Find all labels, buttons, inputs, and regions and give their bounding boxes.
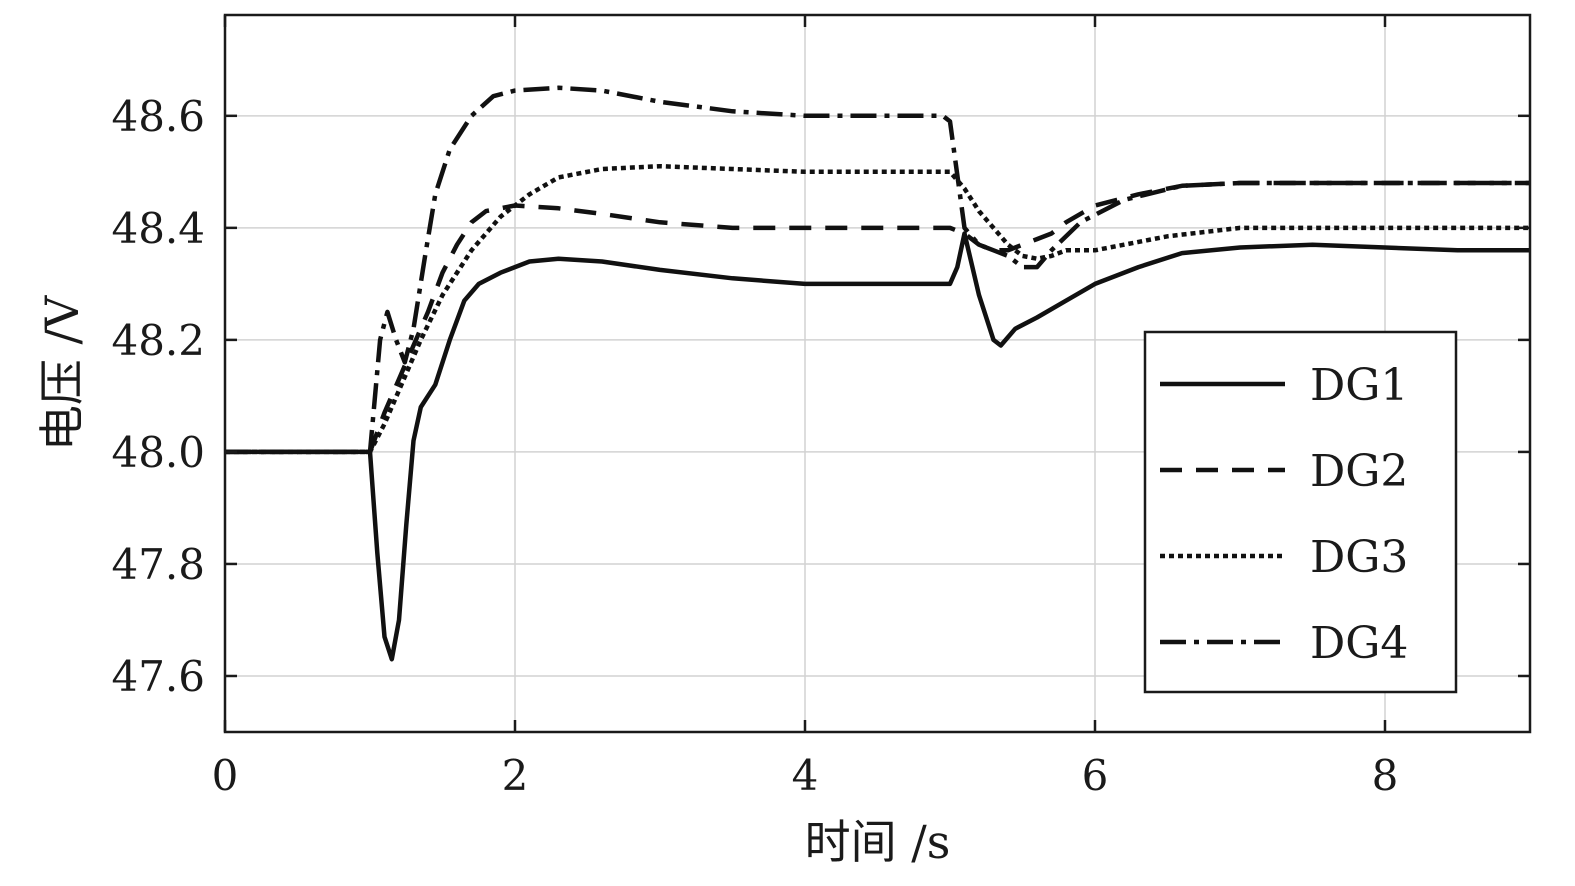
legend-label-dg1: DG1 <box>1310 360 1408 411</box>
plot-frame <box>223 13 1532 734</box>
series-line-dg2 <box>225 180 1530 455</box>
x-axis-title: 时间 /s <box>805 815 951 869</box>
series-line-dg3 <box>225 163 1530 455</box>
x-tick-label: 4 <box>792 751 819 800</box>
legend-label-dg4: DG4 <box>1310 618 1408 669</box>
series-lines <box>225 85 1530 662</box>
series-line-dg1 <box>225 231 1530 662</box>
x-tick-label: 2 <box>502 751 529 800</box>
legend-box <box>1143 330 1458 694</box>
x-tick-label: 0 <box>212 751 239 800</box>
y-tick-label: 48.0 <box>111 428 205 477</box>
x-tick-label: 8 <box>1372 751 1399 800</box>
legend: DG1 DG2 DG3 DG4 <box>1143 330 1458 694</box>
y-tick-label: 48.4 <box>111 204 205 253</box>
legend-label-dg3: DG3 <box>1310 532 1408 583</box>
y-tick-label: 47.6 <box>111 652 205 701</box>
series-line-dg4 <box>225 85 1530 455</box>
y-axis-title: 电压 /V <box>35 295 89 451</box>
y-tick-label: 48.2 <box>111 316 205 365</box>
y-tick-label: 47.8 <box>111 540 205 589</box>
ticks: 0 2 4 6 8 47.6 47.8 48.0 48.2 48.4 48.6 <box>111 15 1530 800</box>
y-tick-label: 48.6 <box>111 92 205 141</box>
legend-label-dg2: DG2 <box>1310 446 1408 497</box>
x-tick-label: 6 <box>1082 751 1109 800</box>
